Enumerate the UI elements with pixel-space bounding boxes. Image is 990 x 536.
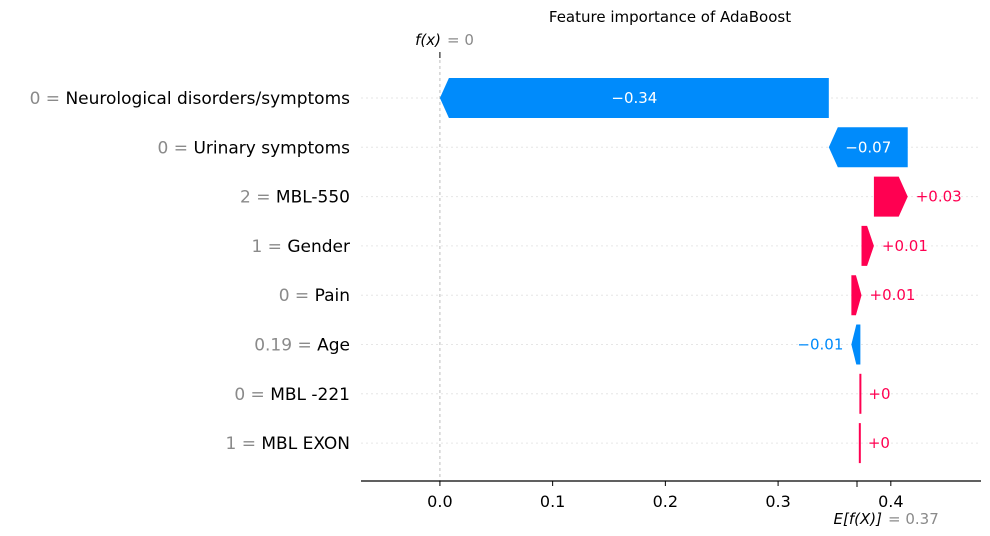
contribution-label: −0.07: [845, 138, 891, 156]
contribution-label: +0.03: [916, 188, 962, 206]
feature-eq: =: [251, 188, 276, 208]
contribution-label: −0.01: [797, 336, 843, 354]
feature-label: 0.19 = Age: [254, 336, 350, 356]
contribution-label: +0: [868, 385, 890, 403]
feature-eq: =: [168, 138, 193, 158]
feature-label: 0 = Pain: [279, 286, 350, 306]
feature-value: 1: [251, 237, 262, 257]
feature-value: 0: [158, 138, 169, 158]
feature-value: 0.19: [254, 336, 292, 356]
feature-value: 0: [279, 286, 290, 306]
negative-bar: [851, 324, 861, 365]
feature-name: Gender: [287, 237, 350, 257]
contribution-label: +0: [868, 434, 890, 452]
fx-label: f(x): [415, 31, 441, 49]
x-tick-label: 0.2: [653, 492, 678, 511]
bars-layer: [439, 78, 908, 464]
efx-label: E[f(X)]: [834, 510, 883, 528]
positive-bar: [858, 423, 861, 464]
fx-value: = 0: [447, 31, 474, 49]
feature-eq: =: [262, 237, 287, 257]
feature-name: MBL EXON: [261, 434, 350, 454]
efx-value: = 0.37: [888, 510, 939, 528]
positive-bar: [859, 373, 862, 414]
feature-name: Neurological disorders/symptoms: [65, 89, 350, 109]
contribution-label: −0.34: [611, 89, 657, 107]
feature-label: 2 = MBL-550: [240, 188, 350, 208]
x-tick-label: 0.3: [765, 492, 790, 511]
feature-eq: =: [40, 89, 65, 109]
contribution-label: +0.01: [882, 237, 928, 255]
feature-value: 1: [226, 434, 237, 454]
feature-label: 0 = MBL -221: [234, 385, 350, 405]
labels-layer: 0 = Neurological disorders/symptoms −0.34…: [30, 89, 962, 454]
feature-name: MBL-550: [276, 188, 350, 208]
x-tick-label: 0.0: [427, 492, 452, 511]
positive-bar: [851, 275, 862, 316]
x-tick-label: 0.1: [540, 492, 565, 511]
feature-label: 1 = Gender: [251, 237, 350, 257]
negative-bar: [828, 127, 908, 168]
positive-bar: [873, 176, 908, 217]
efx-annotation: E[f(X)] = 0.37: [834, 481, 939, 528]
positive-bar: [861, 225, 874, 266]
feature-label: 0 = Urinary symptoms: [158, 138, 351, 158]
x-ticks: 0.0 0.1 0.2 0.3 0.4: [427, 481, 904, 511]
svg-text:f(x): f(x): [415, 31, 441, 49]
feature-value: 0: [234, 385, 245, 405]
feature-label: 1 = MBL EXON: [226, 434, 351, 454]
negative-bar: [439, 78, 829, 118]
feature-eq: =: [292, 336, 317, 356]
feature-eq: =: [236, 434, 261, 454]
fx-annotation: f(x) = 0: [415, 31, 474, 58]
x-tick-label: 0.4: [878, 492, 903, 511]
feature-name: Pain: [315, 286, 350, 306]
feature-name: Urinary symptoms: [193, 138, 350, 158]
chart-title: Feature importance of AdaBoost: [549, 8, 791, 26]
contribution-label: +0.01: [870, 286, 916, 304]
feature-name: MBL -221: [270, 385, 350, 405]
feature-eq: =: [245, 385, 270, 405]
feature-name: Age: [317, 336, 350, 356]
feature-value: 2: [240, 188, 251, 208]
feature-eq: =: [290, 286, 315, 306]
feature-value: 0: [30, 89, 41, 109]
feature-label: 0 = Neurological disorders/symptoms: [30, 89, 351, 109]
svg-text:E[f(X)]: E[f(X)]: [834, 510, 883, 528]
